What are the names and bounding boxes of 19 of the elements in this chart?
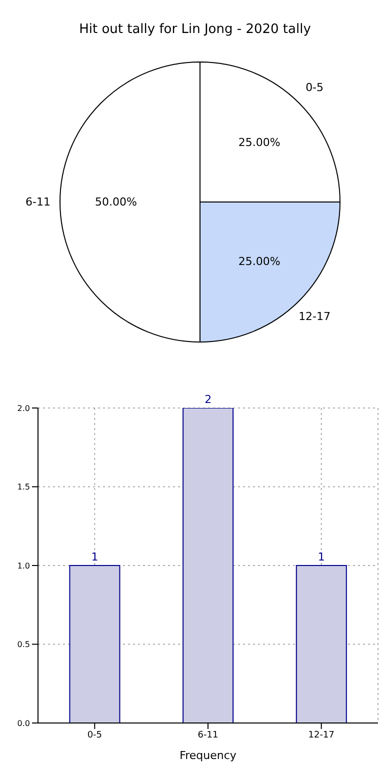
y-tick-label: 0.5 xyxy=(17,640,30,650)
data-label: 25.00% xyxy=(238,136,280,150)
y-tick-label: 2.0 xyxy=(17,404,30,413)
y-tick-label: 0.0 xyxy=(17,718,30,728)
y-tick-label: 1.5 xyxy=(17,482,30,492)
x-tick-label: 0-5 xyxy=(87,730,102,740)
data-label: 1 xyxy=(318,550,325,564)
chart-title: Hit out tally for Lin Jong - 2020 tally xyxy=(78,21,312,37)
slice-label: 12-17 xyxy=(298,310,331,324)
x-tick-label: 12-17 xyxy=(308,730,334,740)
x-tick-label: 6-11 xyxy=(198,730,218,740)
y-tick-label: 1.0 xyxy=(17,561,30,570)
x-axis-title: Frequency xyxy=(180,749,237,762)
data-label: 1 xyxy=(91,550,98,564)
data-label: 50.00% xyxy=(95,196,137,208)
slice-label: 6-11 xyxy=(26,196,50,208)
slice-label: 0-5 xyxy=(306,80,324,94)
data-label: 2 xyxy=(204,393,212,406)
data-label: 25.00% xyxy=(238,254,280,268)
